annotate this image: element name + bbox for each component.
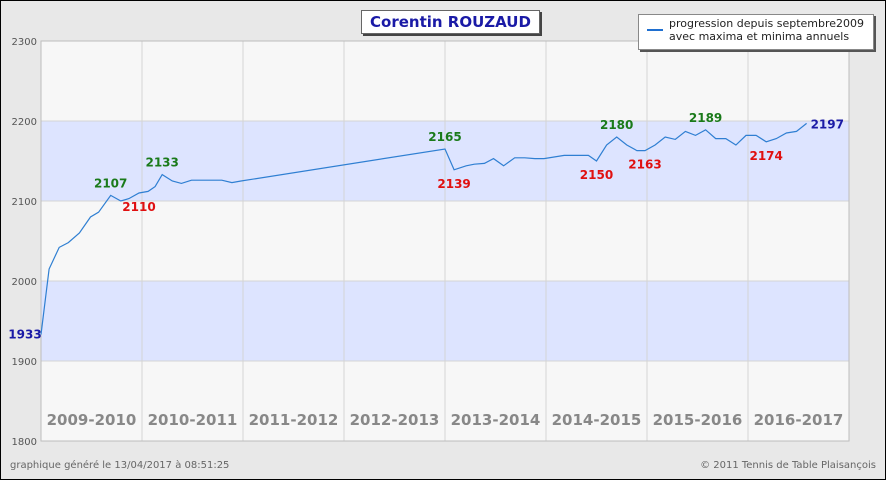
y-tick-label: 2000 [12,277,37,288]
copyright-text: © 2011 Tennis de Table Plaisançois [700,460,876,471]
legend-line-swatch [647,29,663,31]
legend-text-line-1: progression depuis septembre2009 [669,17,865,30]
y-tick-label: 1900 [12,357,37,368]
season-label: 2013-2014 [451,411,541,429]
chart-title: Corentin ROUZAUD [361,10,540,34]
season-label: 2009-2010 [47,411,137,429]
chart-legend: progression depuis septembre2009 avec ma… [638,14,874,50]
season-label: 2011-2012 [249,411,339,429]
rating-label-end: 2197 [811,117,844,131]
rating-label-max: 2133 [145,156,178,170]
rating-label-max: 2180 [600,118,633,132]
y-tick-label: 2100 [12,197,37,208]
season-label: 2014-2015 [552,411,642,429]
rating-label-min: 2139 [437,177,470,191]
rating-label-min: 2163 [628,158,661,172]
legend-text-line-2: avec maxima et minima annuels [669,30,850,43]
rating-label-max: 2107 [94,176,127,190]
y-tick-label: 1800 [12,437,37,448]
y-tick-label: 2200 [12,117,37,128]
plot-border [40,40,850,442]
season-label: 2012-2013 [350,411,440,429]
y-tick-label: 2300 [12,37,37,48]
rating-label-max: 2189 [689,111,722,125]
rating-label-start: 1933 [8,328,41,342]
rating-label-max: 2165 [428,130,461,144]
season-label: 2015-2016 [653,411,743,429]
season-label: 2010-2011 [148,411,238,429]
generated-date-text: graphique généré le 13/04/2017 à 08:51:2… [10,460,230,471]
rating-label-min: 2174 [749,149,782,163]
rating-series-line [40,122,807,335]
season-label: 2016-2017 [754,411,844,429]
rating-label-min: 2150 [580,168,613,182]
rating-label-min: 2110 [122,200,155,214]
